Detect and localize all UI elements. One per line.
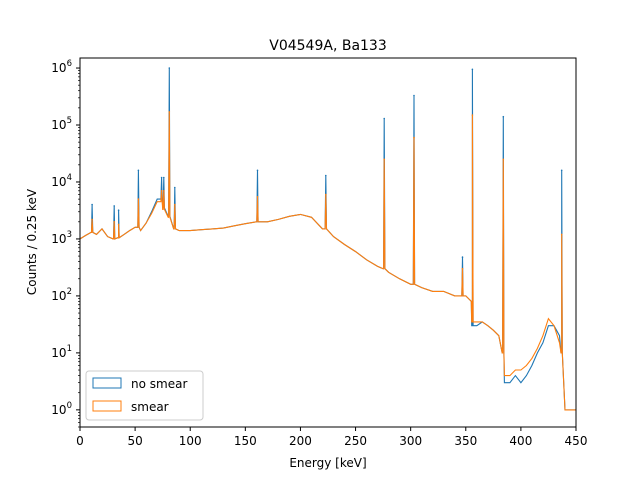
peak-point-no-smear-1 (113, 205, 115, 207)
legend: no smear smear (85, 370, 204, 421)
peak-point-smear-10 (383, 158, 386, 161)
series-line-smear (80, 111, 576, 411)
legend-swatch-no-smear (92, 377, 122, 389)
legend-label-smear: smear (131, 400, 169, 414)
x-tick-label-350: 350 (454, 434, 477, 448)
y-tick-label-1: 100 (51, 401, 72, 417)
x-tick-label-0: 0 (76, 434, 84, 448)
y-tick-label-100: 102 (51, 287, 72, 303)
legend-swatch-smear (92, 400, 122, 412)
x-tick-label-200: 200 (289, 434, 312, 448)
peak-point-no-smear-8 (256, 169, 259, 172)
peak-point-smear-4 (160, 190, 163, 192)
y-axis-label: Counts / 0.25 keV (25, 188, 39, 295)
peak-point-smear-0 (91, 218, 93, 221)
peak-point-no-smear-9 (325, 174, 327, 177)
x-tick-label-250: 250 (344, 434, 367, 448)
peak-point-smear-7 (174, 203, 176, 206)
peak-point-smear-8 (256, 196, 259, 198)
chart-title: V04549A, Ba133 (269, 38, 387, 54)
peak-point-smear-14 (502, 158, 505, 161)
peak-point-no-smear-7 (174, 186, 176, 189)
peak-point-no-smear-15 (560, 169, 563, 172)
peak-point-smear-1 (113, 221, 115, 223)
series-layer (80, 67, 576, 411)
x-tick-label-150: 150 (234, 434, 257, 448)
peak-point-no-smear-3 (137, 169, 140, 172)
peak-point-smear-3 (137, 198, 140, 200)
y-tick-label-100000: 105 (51, 116, 72, 132)
peak-point-smear-11 (413, 136, 415, 139)
peak-point-no-smear-12 (461, 256, 464, 258)
peak-point-no-smear-0 (91, 203, 93, 206)
peak-point-no-smear-13 (471, 68, 474, 71)
y-tick-label-1000: 103 (51, 230, 72, 246)
peak-point-no-smear-11 (413, 94, 415, 97)
legend-frame (85, 370, 204, 421)
peak-point-no-smear-5 (163, 176, 165, 179)
legend-label-no-smear: no smear (131, 377, 187, 391)
peak-point-no-smear-10 (383, 117, 386, 120)
peak-point-smear-6 (168, 111, 171, 113)
x-tick-label-100: 100 (179, 434, 202, 448)
x-axis: 0 50 100 150 200 250 300 350 400 450 (76, 427, 587, 448)
peak-point-no-smear-2 (117, 209, 120, 211)
y-tick-label-10: 101 (51, 344, 72, 360)
y-axis: 100 101 102 103 104 105 106 (51, 59, 80, 428)
peak-point-no-smear-4 (160, 176, 163, 179)
x-tick-label-400: 400 (509, 434, 532, 448)
peak-point-no-smear-14 (502, 115, 505, 118)
peak-point-smear-12 (461, 267, 464, 270)
x-tick-label-450: 450 (565, 434, 588, 448)
x-tick-label-50: 50 (127, 434, 142, 448)
plot-frame (79, 57, 577, 428)
y-tick-label-1000000: 106 (51, 59, 72, 75)
peak-point-smear-9 (325, 193, 327, 196)
peak-point-smear-13 (471, 114, 474, 116)
peak-point-no-smear-6 (168, 67, 171, 69)
peak-point-smear-15 (560, 233, 563, 236)
peak-point-smear-5 (163, 190, 165, 192)
x-tick-label-300: 300 (399, 434, 422, 448)
peak-point-smear-2 (117, 223, 120, 226)
x-axis-label: Energy [keV] (289, 456, 366, 470)
y-tick-label-10000: 104 (51, 173, 72, 189)
